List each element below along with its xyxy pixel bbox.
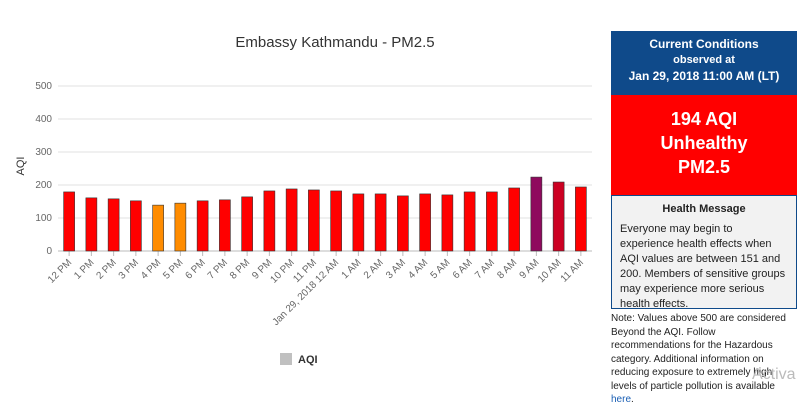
- y-tick-label: 100: [35, 213, 52, 224]
- x-tick-label: 4 AM: [406, 257, 430, 281]
- status-line: PM2.5: [677, 157, 731, 177]
- x-tick-label: 8 AM: [495, 257, 519, 281]
- bar: [308, 189, 320, 252]
- bar: [63, 191, 75, 252]
- x-tick-label: 1 AM: [340, 257, 364, 281]
- legend-label: AQI: [298, 354, 318, 366]
- status-box: 194 AQI Unhealthy PM2.5: [611, 95, 797, 195]
- x-tick-label: 10 PM: [269, 257, 297, 285]
- x-tick-label: 2 AM: [362, 257, 386, 281]
- header-line: observed at: [673, 54, 735, 66]
- bar: [174, 202, 187, 252]
- x-tick-label: 1 PM: [72, 257, 96, 281]
- health-title: Health Message: [662, 203, 746, 215]
- note-end: .: [631, 394, 634, 405]
- x-tick-label: 7 PM: [206, 257, 230, 281]
- x-tick-label: 6 AM: [451, 257, 475, 281]
- y-tick-label: 500: [35, 81, 52, 92]
- status-line: Unhealthy: [660, 133, 748, 153]
- y-tick-label: 200: [35, 180, 52, 191]
- watermark: Activa: [752, 366, 796, 383]
- x-tick-label: 3 AM: [384, 257, 408, 281]
- y-tick-label: 300: [35, 147, 52, 158]
- bar: [352, 193, 365, 252]
- bar: [441, 194, 454, 252]
- x-tick-label: 4 PM: [139, 257, 163, 281]
- x-tick-label: 11 AM: [559, 257, 586, 284]
- bar: [107, 198, 120, 252]
- health-text: Everyone may begin to experience health …: [620, 223, 786, 310]
- chart-title: Embassy Kathmandu - PM2.5: [235, 34, 434, 51]
- note: Note: Values above 500 are considered Be…: [611, 309, 797, 407]
- bar: [374, 193, 387, 252]
- x-tick-label: 10 AM: [536, 257, 564, 285]
- y-axis-label: AQI: [15, 157, 27, 176]
- y-tick-label: 0: [46, 246, 52, 257]
- x-tick-label: 3 PM: [117, 257, 141, 281]
- x-tick-label: 5 PM: [161, 257, 185, 281]
- header-line: Current Conditions: [649, 37, 759, 51]
- bar: [397, 195, 409, 252]
- health-message: Health Message Everyone may begin to exp…: [611, 195, 797, 310]
- x-tick-label: 7 AM: [473, 257, 497, 281]
- bar: [219, 199, 231, 252]
- bar: [85, 197, 98, 252]
- legend-swatch: [280, 353, 292, 365]
- bar: [196, 200, 209, 252]
- bar: [263, 190, 276, 252]
- y-tick-label: 400: [35, 114, 52, 125]
- bar: [241, 196, 253, 252]
- bar: [130, 200, 142, 252]
- note-link[interactable]: here: [611, 394, 632, 405]
- bar: [330, 190, 342, 252]
- bar: [285, 188, 298, 252]
- bar: [508, 187, 520, 252]
- x-tick-label: 5 AM: [429, 257, 453, 281]
- bar: [152, 204, 164, 252]
- bar: [575, 186, 587, 252]
- bar: [552, 181, 565, 252]
- x-tick-label: 12 PM: [46, 257, 74, 285]
- status-line: 194 AQI: [670, 109, 738, 129]
- chart: Embassy Kathmandu - PM2.5 AQI 0 100 200 300…: [15, 34, 592, 366]
- header-line: Jan 29, 2018 11:00 AM (LT): [628, 69, 780, 83]
- bar: [463, 191, 476, 252]
- x-tick-label: 6 PM: [183, 257, 207, 281]
- bar: [486, 191, 498, 252]
- x-tick-label: 2 PM: [94, 257, 118, 281]
- note-text: Note: Values above 500 are considered Be…: [611, 313, 786, 392]
- current-conditions: Current Conditions observed at Jan 29, 2…: [611, 31, 797, 407]
- panel-header: Current Conditions observed at Jan 29, 2…: [611, 31, 797, 95]
- bar: [530, 176, 543, 252]
- x-tick-label: 8 PM: [228, 257, 252, 281]
- bar: [419, 193, 431, 252]
